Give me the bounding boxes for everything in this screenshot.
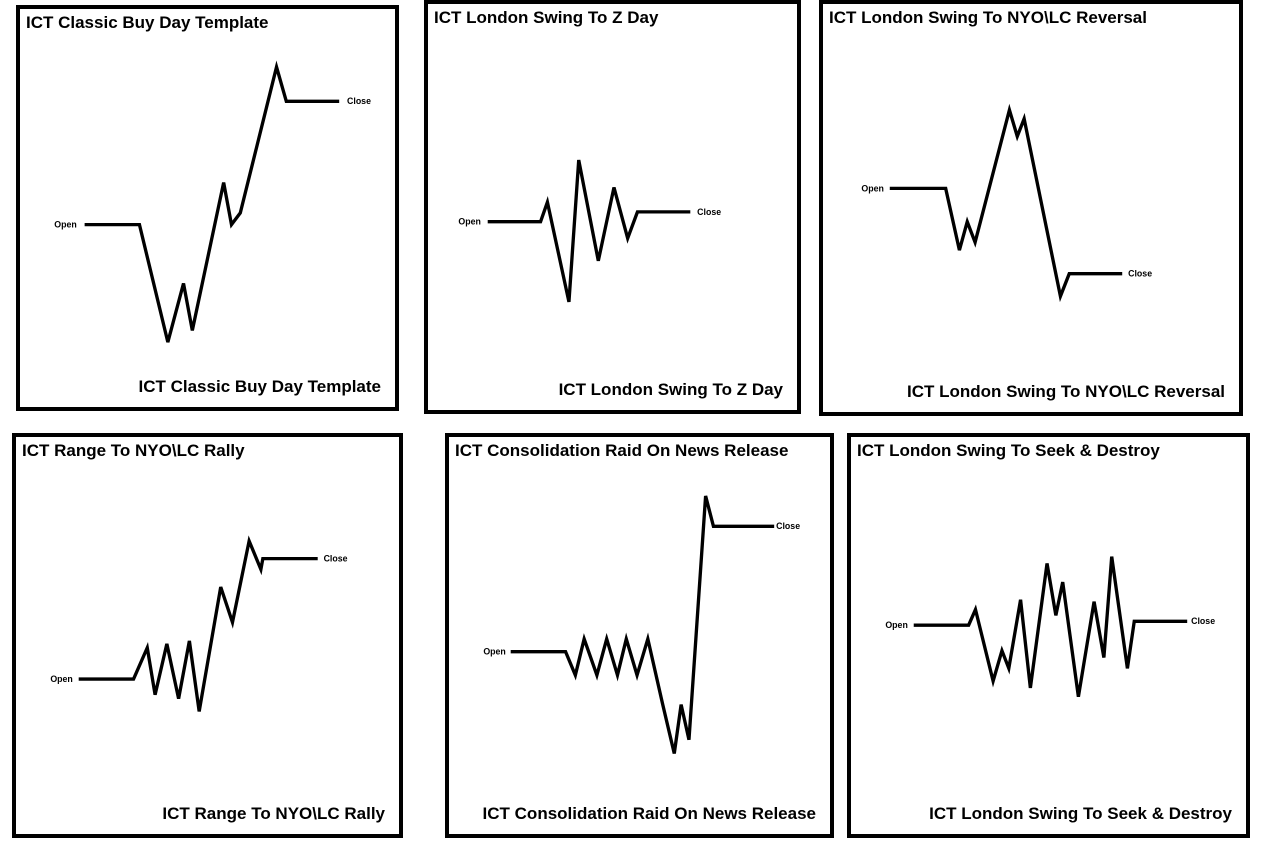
price-path-line — [913, 556, 1188, 698]
panel-title-bottom: ICT London Swing To Z Day — [558, 380, 783, 399]
diagram-panel-london-swing-seek-destroy: Open Close ICT London Swing To Seek & De… — [847, 433, 1250, 838]
close-label: Close — [1128, 269, 1152, 279]
close-label: Close — [697, 207, 721, 217]
diagram-panel-range-nyo-lc-rally: Open Close ICT Range To NYO\LC Rally ICT… — [12, 433, 403, 838]
diagram-panel-london-swing-z-day: Open Close ICT London Swing To Z Day ICT… — [424, 0, 801, 414]
price-path-line — [84, 60, 340, 343]
price-path-line — [889, 103, 1123, 303]
diagram-panel-classic-buy-day: Open Close ICT Classic Buy Day Template … — [16, 5, 399, 411]
price-path-diagram: Open Close — [861, 103, 1152, 303]
panel-title-top: ICT London Swing To Z Day — [434, 8, 659, 27]
panel-title-top: ICT Consolidation Raid On News Release — [455, 441, 789, 460]
panel-title-top: ICT Range To NYO\LC Rally — [22, 441, 245, 460]
panel-title-bottom: ICT London Swing To Seek & Destroy — [929, 804, 1232, 823]
panel-title-bottom: ICT Consolidation Raid On News Release — [482, 804, 816, 823]
panel-title-bottom: ICT Classic Buy Day Template — [138, 377, 382, 396]
panel-title-top: ICT London Swing To NYO\LC Reversal — [829, 8, 1147, 27]
price-path-line — [510, 495, 775, 754]
price-path-diagram: Open Close — [458, 159, 721, 303]
panel-title-bottom: ICT Range To NYO\LC Rally — [162, 804, 385, 823]
panel-title-bottom: ICT London Swing To NYO\LC Reversal — [907, 382, 1225, 401]
price-path-diagram: Open Close — [483, 495, 800, 754]
price-path-diagram: Open Close — [885, 556, 1215, 698]
diagram-panel-consolidation-raid-news: Open Close ICT Consolidation Raid On New… — [445, 433, 834, 838]
close-label: Close — [324, 554, 348, 564]
price-path-line — [78, 535, 318, 712]
close-label: Close — [776, 521, 800, 531]
close-label: Close — [1191, 616, 1215, 626]
open-label: Open — [861, 183, 884, 193]
diagram-panel-london-swing-nyo-lc-reversal: Open Close ICT London Swing To NYO\LC Re… — [819, 0, 1243, 416]
open-label: Open — [885, 620, 908, 630]
price-path-line — [487, 159, 691, 303]
open-label: Open — [483, 647, 505, 657]
price-path-diagram: Open Close — [50, 535, 348, 712]
price-path-diagram: Open Close — [54, 60, 371, 343]
open-label: Open — [458, 217, 480, 227]
panel-title-top: ICT London Swing To Seek & Destroy — [857, 441, 1160, 460]
open-label: Open — [54, 220, 76, 230]
close-label: Close — [347, 96, 371, 106]
panel-title-top: ICT Classic Buy Day Template — [26, 13, 269, 32]
open-label: Open — [50, 674, 72, 684]
